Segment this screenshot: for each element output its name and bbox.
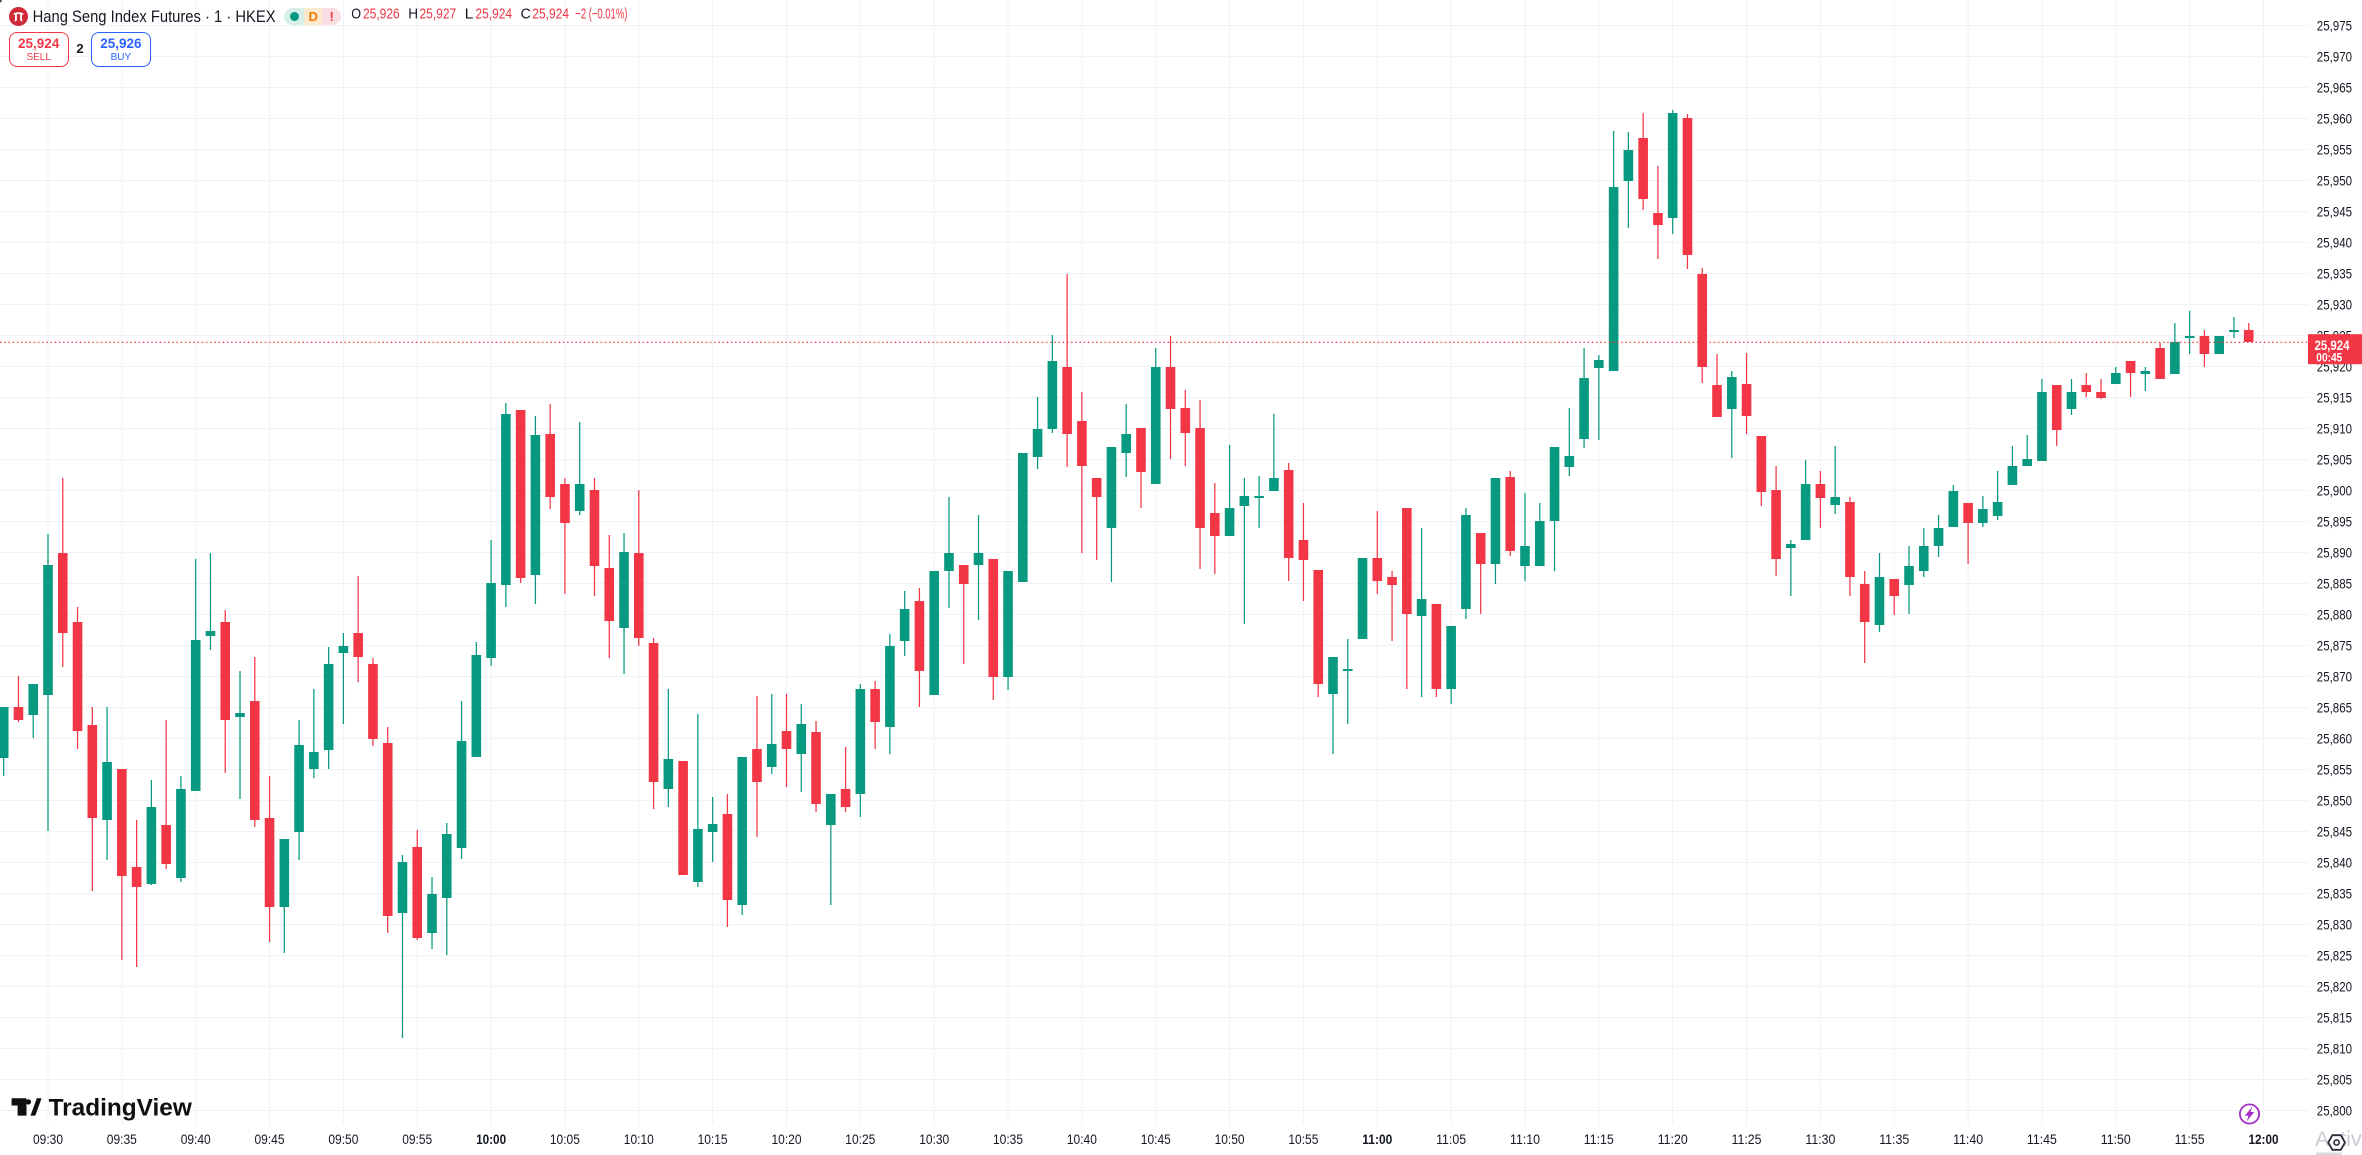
svg-text:10:30: 10:30 <box>919 1132 949 1147</box>
svg-text:25,900: 25,900 <box>2317 484 2353 499</box>
svg-text:25,855: 25,855 <box>2317 763 2353 778</box>
svg-text:09:40: 09:40 <box>181 1132 211 1147</box>
svg-text:11:35: 11:35 <box>1879 1132 1909 1147</box>
svg-text:11:10: 11:10 <box>1510 1132 1540 1147</box>
svg-text:25,960: 25,960 <box>2317 112 2353 127</box>
svg-text:10:00: 10:00 <box>476 1132 506 1147</box>
svg-text:00:45: 00:45 <box>2316 353 2343 365</box>
svg-text:11:25: 11:25 <box>1732 1132 1762 1147</box>
svg-text:11:00: 11:00 <box>1362 1132 1392 1147</box>
svg-text:10:45: 10:45 <box>1141 1132 1171 1147</box>
svg-text:25,955: 25,955 <box>2317 143 2353 158</box>
svg-text:10:35: 10:35 <box>993 1132 1023 1147</box>
svg-text:25,910: 25,910 <box>2317 422 2353 437</box>
svg-text:25,924: 25,924 <box>2315 338 2350 353</box>
svg-text:25,880: 25,880 <box>2317 608 2353 623</box>
svg-text:Hang Seng Index Futures · 1 ·: Hang Seng Index Futures · 1 · HKEX <box>33 8 276 26</box>
svg-text:11:15: 11:15 <box>1584 1132 1614 1147</box>
svg-text:25,915: 25,915 <box>2317 391 2353 406</box>
svg-text:25,930: 25,930 <box>2317 298 2353 313</box>
svg-text:11:05: 11:05 <box>1436 1132 1466 1147</box>
svg-text:25,926: 25,926 <box>363 5 400 22</box>
svg-text:25,805: 25,805 <box>2317 1073 2353 1088</box>
svg-text:09:35: 09:35 <box>107 1132 137 1147</box>
svg-text:25,950: 25,950 <box>2317 174 2353 189</box>
svg-text:09:30: 09:30 <box>33 1132 63 1147</box>
svg-text:25,865: 25,865 <box>2317 701 2353 716</box>
svg-text:25,870: 25,870 <box>2317 670 2353 685</box>
svg-text:C: C <box>521 5 531 22</box>
svg-text:TradingView: TradingView <box>49 1095 193 1122</box>
svg-text:10:50: 10:50 <box>1215 1132 1245 1147</box>
svg-text:25,965: 25,965 <box>2317 81 2353 96</box>
svg-text:25,927: 25,927 <box>420 5 457 22</box>
svg-text:10:40: 10:40 <box>1067 1132 1097 1147</box>
svg-text:09:55: 09:55 <box>402 1132 432 1147</box>
svg-text:09:45: 09:45 <box>255 1132 285 1147</box>
svg-text:25,924: 25,924 <box>532 5 569 22</box>
svg-text:H: H <box>408 5 418 22</box>
svg-text:25,924: 25,924 <box>475 5 512 22</box>
svg-text:−2 (−0.01%): −2 (−0.01%) <box>575 5 627 22</box>
svg-text:09:50: 09:50 <box>328 1132 358 1147</box>
svg-text:25,945: 25,945 <box>2317 205 2353 220</box>
svg-text:25,850: 25,850 <box>2317 794 2353 809</box>
svg-text:25,970: 25,970 <box>2317 50 2353 65</box>
svg-text:10:10: 10:10 <box>624 1132 654 1147</box>
svg-text:25,845: 25,845 <box>2317 825 2353 840</box>
svg-text:25,840: 25,840 <box>2317 856 2353 871</box>
svg-text:25,860: 25,860 <box>2317 732 2353 747</box>
svg-text:O: O <box>351 5 361 22</box>
svg-text:25,975: 25,975 <box>2317 19 2353 34</box>
svg-text:25,890: 25,890 <box>2317 546 2353 561</box>
svg-text:25,895: 25,895 <box>2317 515 2353 530</box>
svg-text:12:00: 12:00 <box>2249 1132 2279 1147</box>
svg-text:25,905: 25,905 <box>2317 453 2353 468</box>
svg-text:10:25: 10:25 <box>845 1132 875 1147</box>
svg-text:25,825: 25,825 <box>2317 949 2353 964</box>
svg-text:25,835: 25,835 <box>2317 887 2353 902</box>
svg-text:11:50: 11:50 <box>2101 1132 2131 1147</box>
svg-text:25,800: 25,800 <box>2317 1104 2353 1119</box>
svg-text:10:15: 10:15 <box>698 1132 728 1147</box>
svg-text:L: L <box>465 5 474 22</box>
svg-text:11:45: 11:45 <box>2027 1132 2057 1147</box>
svg-text:25,815: 25,815 <box>2317 1011 2353 1026</box>
svg-text:10:55: 10:55 <box>1288 1132 1318 1147</box>
svg-text:11:20: 11:20 <box>1658 1132 1688 1147</box>
svg-text:25,810: 25,810 <box>2317 1042 2353 1057</box>
svg-text:25,940: 25,940 <box>2317 236 2353 251</box>
svg-text:25,830: 25,830 <box>2317 918 2353 933</box>
svg-text:10:20: 10:20 <box>772 1132 802 1147</box>
svg-text:25,875: 25,875 <box>2317 639 2353 654</box>
svg-text:11:40: 11:40 <box>1953 1132 1983 1147</box>
svg-text:25,935: 25,935 <box>2317 267 2353 282</box>
svg-text:25,885: 25,885 <box>2317 577 2353 592</box>
svg-text:25,820: 25,820 <box>2317 980 2353 995</box>
svg-text:11:55: 11:55 <box>2175 1132 2205 1147</box>
svg-text:10:05: 10:05 <box>550 1132 580 1147</box>
svg-text:11:30: 11:30 <box>1805 1132 1835 1147</box>
